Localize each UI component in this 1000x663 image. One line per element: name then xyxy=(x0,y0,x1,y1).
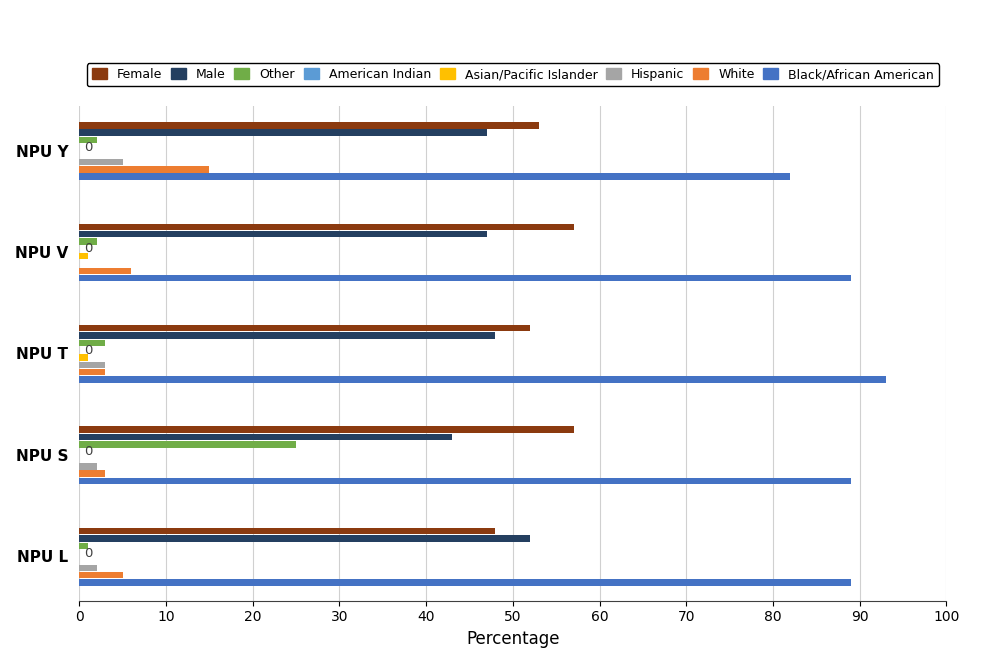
Bar xyxy=(79,463,97,469)
Bar xyxy=(79,174,790,180)
Bar xyxy=(79,369,105,375)
Text: 0: 0 xyxy=(84,343,92,357)
Bar xyxy=(79,339,105,346)
Text: 0: 0 xyxy=(84,446,92,458)
Bar xyxy=(79,238,97,245)
Bar xyxy=(79,122,539,129)
Bar xyxy=(79,325,530,332)
Bar xyxy=(79,478,851,484)
Bar xyxy=(79,565,97,571)
Bar xyxy=(79,268,131,274)
Text: 0: 0 xyxy=(84,547,92,560)
Bar xyxy=(79,223,574,230)
Bar xyxy=(79,129,487,136)
Legend: Female, Male, Other, American Indian, Asian/Pacific Islander, Hispanic, White, B: Female, Male, Other, American Indian, As… xyxy=(87,63,939,86)
Text: 0: 0 xyxy=(84,141,92,154)
Bar xyxy=(79,579,851,585)
Bar xyxy=(79,471,105,477)
Text: 0: 0 xyxy=(84,242,92,255)
Bar xyxy=(79,535,530,542)
X-axis label: Percentage: Percentage xyxy=(466,630,560,648)
Bar xyxy=(79,528,495,534)
Bar xyxy=(79,377,886,383)
Bar xyxy=(79,572,123,578)
Bar xyxy=(79,332,495,339)
Bar xyxy=(79,542,88,549)
Bar xyxy=(79,158,123,165)
Bar xyxy=(79,434,452,440)
Bar xyxy=(79,253,88,259)
Bar xyxy=(79,231,487,237)
Bar xyxy=(79,426,574,433)
Bar xyxy=(79,362,105,368)
Bar xyxy=(79,166,209,172)
Bar xyxy=(79,137,97,143)
Bar xyxy=(79,275,851,281)
Bar xyxy=(79,441,296,448)
Bar xyxy=(79,354,88,361)
